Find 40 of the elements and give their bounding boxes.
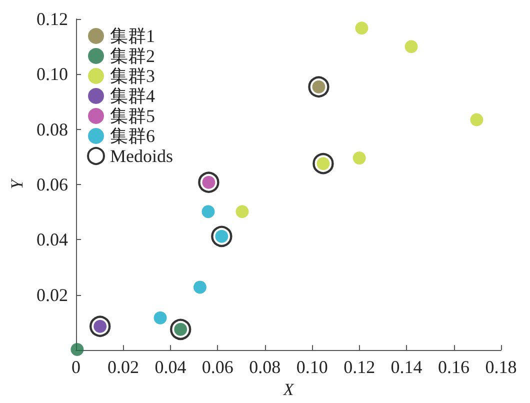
x-tick-label: 0.12 — [344, 357, 376, 378]
legend-label: 集群3 — [110, 66, 155, 86]
point — [90, 316, 111, 337]
point — [211, 226, 232, 248]
y-tick-label: 0.08 — [36, 119, 68, 140]
point — [312, 152, 334, 174]
point — [355, 22, 368, 35]
legend-label: 集群6 — [110, 126, 155, 146]
x-tick-label: 0.10 — [296, 357, 328, 378]
legend-label: 集群2 — [110, 46, 155, 66]
x-tick-label: 0.18 — [485, 357, 517, 378]
x-axis-title: X — [282, 380, 294, 399]
legend-label: 集群4 — [110, 86, 155, 106]
legend-label: Medoids — [110, 146, 173, 166]
x-tick-label: 0.06 — [202, 357, 234, 378]
point — [154, 311, 167, 324]
point — [308, 76, 330, 98]
legend-label: 集群5 — [110, 106, 155, 126]
point — [70, 343, 84, 356]
y-tick-label: 0.10 — [36, 64, 68, 84]
legend-label: 集群1 — [110, 26, 155, 46]
x-tick-label: 0.08 — [249, 357, 281, 378]
x-tick-label: 0.14 — [390, 357, 422, 378]
y-axis-title: Y — [8, 178, 27, 190]
point — [404, 40, 418, 54]
point — [470, 113, 484, 126]
x-tick-label: 0.04 — [154, 357, 186, 378]
point — [170, 318, 192, 340]
point — [352, 152, 366, 165]
y-tick-label: 0.12 — [36, 9, 68, 29]
point — [198, 172, 220, 193]
y-tick-label: 0.06 — [36, 174, 68, 195]
point — [202, 205, 215, 218]
x-tick-label: 0.16 — [438, 357, 470, 378]
x-tick-label: 0 — [72, 357, 80, 378]
x-tick-label: 0.02 — [107, 357, 139, 378]
y-tick-label: 0.04 — [36, 230, 68, 250]
point — [193, 280, 206, 294]
point — [236, 205, 249, 218]
y-tick-label: 0.02 — [36, 284, 68, 305]
